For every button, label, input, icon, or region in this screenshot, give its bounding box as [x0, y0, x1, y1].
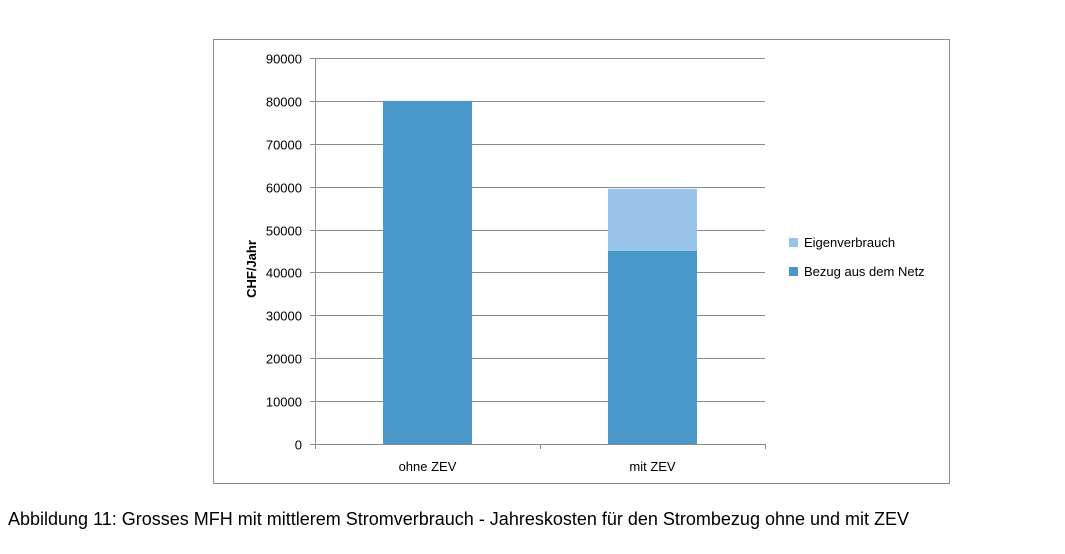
legend-label: Eigenverbrauch [804, 235, 895, 250]
x-tick-label: mit ZEV [629, 459, 676, 474]
bar-eigenverbrauch [608, 188, 697, 251]
y-tick-label: 30000 [266, 309, 302, 324]
chart-svg: 0 10000 20000 30000 40000 50000 60000 70000 8000… [244, 52, 925, 475]
y-tick-label: 0 [295, 438, 302, 453]
x-tick-label: ohne ZEV [399, 459, 457, 474]
y-tick-label: 20000 [266, 352, 302, 367]
y-tick-label: 10000 [266, 395, 302, 410]
chart-frame: 0 10000 20000 30000 40000 50000 60000 70000 8000… [213, 39, 950, 484]
grid-layer [315, 58, 765, 402]
y-tick-label: 70000 [266, 138, 302, 153]
y-tick-label: 50000 [266, 224, 302, 239]
bar-bezug-aus-dem-netz [383, 100, 472, 444]
legend-swatch [789, 238, 798, 247]
legend-swatch [789, 267, 798, 276]
legend-label: Bezug aus dem Netz [804, 264, 925, 279]
legend-layer: Eigenverbrauch Bezug aus dem Netz [789, 235, 925, 279]
bar-bezug-aus-dem-netz [608, 251, 697, 444]
bar-layer [383, 100, 697, 444]
y-axis-label: CHF/Jahr [244, 240, 259, 298]
y-tick-label: 80000 [266, 95, 302, 110]
y-tick-label: 60000 [266, 181, 302, 196]
y-tick-label: 40000 [266, 266, 302, 281]
axis-layer [310, 58, 766, 449]
label-layer: 0 10000 20000 30000 40000 50000 60000 70000 8000… [266, 52, 676, 475]
y-tick-label: 90000 [266, 52, 302, 67]
figure-caption: Abbildung 11: Grosses MFH mit mittlerem … [8, 509, 910, 529]
